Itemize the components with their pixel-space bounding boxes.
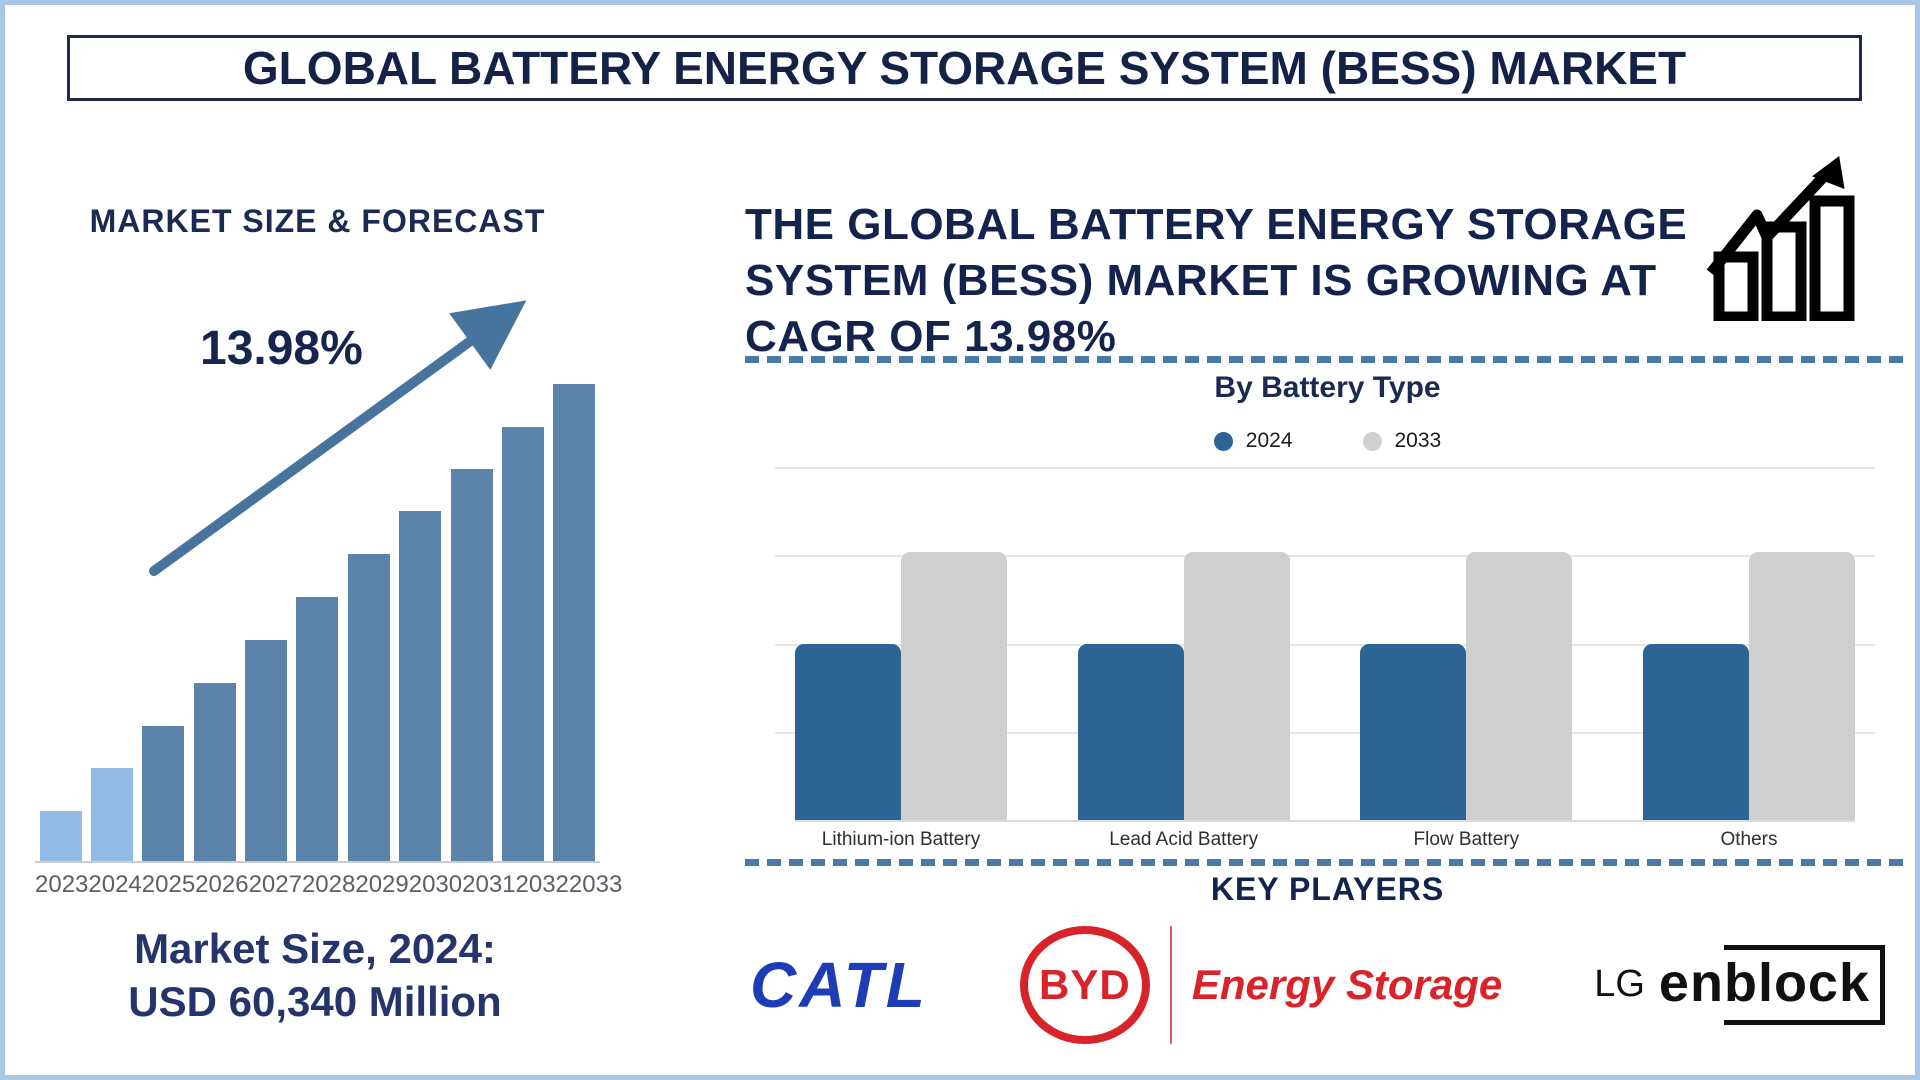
year-label-2023: 2023 [35, 871, 89, 898]
lg-prefix: LG [1594, 963, 1645, 1005]
market-size-line1: Market Size, 2024: [134, 925, 496, 972]
market-bar-2032 [501, 427, 544, 861]
gridline [775, 555, 1875, 558]
byd-label: Energy Storage [1191, 960, 1503, 1008]
dashed-divider-top [745, 356, 1910, 363]
market-bar-slot-2026 [189, 683, 240, 861]
headline-line3: CAGR OF 13.98% [745, 312, 1117, 361]
category-label-1: Lithium-ion Battery [821, 829, 981, 850]
year-label-2031: 2031 [462, 871, 516, 898]
byd-divider [1169, 925, 1172, 1044]
market-bar-slot-2023 [35, 811, 86, 861]
market-bar-slot-2031 [446, 469, 497, 861]
market-bar-2027 [245, 640, 288, 861]
battery-bar-group-1 [795, 467, 1007, 820]
battery-type-bar-groups [795, 467, 1855, 820]
market-bar-2029 [347, 554, 390, 861]
market-bar-2023 [39, 811, 82, 861]
market-bar-2024 [91, 768, 134, 861]
growth-chart-icon [1706, 155, 1855, 321]
market-bar-slot-2027 [240, 640, 291, 861]
byd-circle-icon: BYD [1019, 925, 1150, 1044]
bar-2024-flow-battery [1360, 643, 1467, 820]
category-label-4: Others [1720, 829, 1778, 850]
year-label-2029: 2029 [355, 871, 409, 898]
market-forecast-chart: 2023 2024 2025 2026 2027 2028 2029 2030 2031 2032… [35, 373, 622, 899]
bar-2033-lithium-ion-battery [901, 551, 1007, 820]
year-label-2027: 2027 [248, 871, 302, 898]
market-size-line2: USD 60,340 Million [128, 977, 502, 1025]
bar-2024-lithium-ion-battery [795, 643, 901, 820]
battery-type-category-labels: Lithium-ion Battery Lead Acid Battery Flow… [795, 829, 1855, 851]
market-bar-2028 [296, 597, 339, 861]
market-size-callout: Market Size, 2024: USD 60,340 Million [25, 923, 605, 1028]
market-bar-slot-2032 [497, 427, 548, 861]
legend-item-2024: 2024 [1213, 429, 1293, 453]
market-bar-slot-2024 [86, 768, 137, 861]
lg-enblock-logo: LG en block [1594, 944, 1885, 1025]
market-bar-slot-2030 [395, 511, 446, 861]
headline-line2: SYSTEM (BESS) MARKET IS GROWING AT [745, 256, 1657, 305]
market-bar-slot-2033 [549, 384, 600, 861]
market-bar-2025 [142, 726, 185, 861]
year-label-2024: 2024 [88, 871, 142, 898]
year-label-2030: 2030 [408, 871, 463, 898]
catl-logo: CATL [750, 948, 928, 1021]
bar-2033-lead-acid-battery [1183, 551, 1290, 820]
byd-energy-storage-logo: BYD Energy Storage [1019, 925, 1503, 1044]
title-box: GLOBAL BATTERY ENERGY STORAGE SYSTEM (BE… [67, 35, 1862, 101]
market-bar-2033 [553, 384, 596, 861]
legend-dot-2033 [1362, 431, 1382, 451]
gridline [775, 467, 1875, 469]
market-forecast-year-axis: 2023 2024 2025 2026 2027 2028 2029 2030 2031 2032… [35, 863, 622, 899]
battery-type-chart [775, 467, 1875, 822]
page-title: GLOBAL BATTERY ENERGY STORAGE SYSTEM (BE… [242, 42, 1687, 94]
year-label-2028: 2028 [301, 871, 356, 898]
legend-dot-2024 [1213, 431, 1233, 451]
lg-enblock-word: en block [1658, 944, 1885, 1025]
category-label-3: Flow Battery [1413, 829, 1520, 850]
lg-word-start: en [1658, 952, 1724, 1013]
lg-word-boxed: block [1723, 944, 1885, 1025]
headline-line1: THE GLOBAL BATTERY ENERGY STORAGE [745, 200, 1688, 249]
gridline [775, 731, 1875, 734]
category-label-2: Lead Acid Battery [1109, 829, 1259, 850]
market-bar-2031 [450, 469, 493, 861]
bar-2033-others [1748, 551, 1855, 820]
bar-2024-others [1642, 643, 1749, 820]
trend-arrow-icon [149, 300, 527, 576]
year-label-2025: 2025 [141, 871, 196, 898]
market-bar-slot-2029 [343, 554, 394, 861]
legend-label-2024: 2024 [1245, 429, 1293, 452]
year-label-2032: 2032 [515, 871, 569, 898]
gridline [775, 643, 1875, 646]
market-bar-2030 [399, 511, 442, 861]
battery-type-title: By Battery Type [1214, 371, 1441, 404]
market-forecast-bars [35, 373, 600, 863]
market-bar-slot-2025 [138, 726, 189, 861]
battery-bar-group-3 [1360, 467, 1573, 820]
key-players-logos: CATL BYD Energy Storage LG en block [750, 917, 1885, 1052]
left-chart-heading: MARKET SIZE & FORECAST [89, 203, 546, 239]
bar-2024-lead-acid-battery [1077, 643, 1184, 820]
battery-bar-group-4 [1642, 467, 1855, 820]
market-bar-2026 [193, 683, 236, 861]
battery-type-legend: 2024 2033 [745, 429, 1910, 453]
year-label-2033: 2033 [568, 871, 623, 898]
market-bar-slot-2028 [292, 597, 343, 861]
year-label-2026: 2026 [195, 871, 249, 898]
dashed-divider-bottom [745, 859, 1910, 866]
battery-bar-group-2 [1077, 467, 1290, 820]
legend-label-2033: 2033 [1394, 429, 1442, 452]
bar-2033-flow-battery [1466, 551, 1573, 820]
cagr-annotation: 13.98% [200, 322, 363, 375]
key-players-title: KEY PLAYERS [1210, 871, 1445, 907]
legend-item-2033: 2033 [1362, 429, 1442, 453]
headline: THE GLOBAL BATTERY ENERGY STORAGE SYSTEM… [745, 197, 1725, 365]
byd-badge-text: BYD [1038, 960, 1131, 1008]
